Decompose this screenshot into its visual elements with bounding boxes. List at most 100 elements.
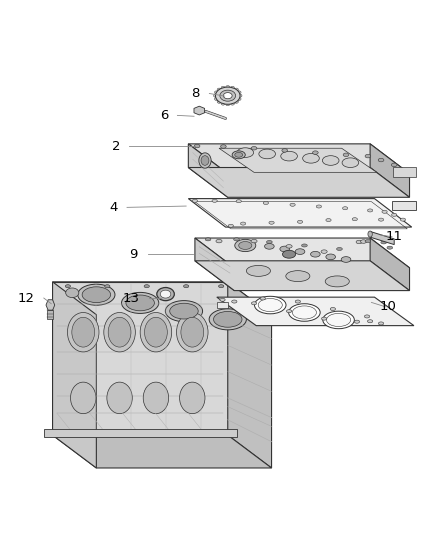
Ellipse shape [230, 86, 234, 90]
Ellipse shape [326, 219, 331, 222]
Ellipse shape [330, 308, 336, 311]
Ellipse shape [295, 300, 300, 303]
Polygon shape [392, 201, 416, 209]
Ellipse shape [226, 103, 230, 106]
Ellipse shape [237, 98, 241, 101]
Ellipse shape [205, 238, 211, 241]
Ellipse shape [292, 306, 316, 319]
Ellipse shape [181, 317, 204, 347]
Ellipse shape [326, 313, 351, 327]
Polygon shape [53, 282, 272, 314]
Polygon shape [219, 148, 377, 172]
Ellipse shape [235, 152, 243, 157]
Text: 8: 8 [191, 87, 199, 100]
Ellipse shape [220, 145, 226, 148]
Ellipse shape [356, 240, 362, 244]
Ellipse shape [230, 102, 234, 105]
Ellipse shape [263, 201, 268, 205]
Ellipse shape [216, 239, 222, 243]
Ellipse shape [217, 88, 221, 91]
Polygon shape [370, 144, 410, 197]
Ellipse shape [126, 295, 154, 311]
Text: 13: 13 [122, 292, 139, 304]
Ellipse shape [234, 238, 239, 241]
Ellipse shape [212, 199, 217, 203]
Ellipse shape [157, 287, 174, 301]
Polygon shape [194, 106, 205, 115]
Ellipse shape [105, 285, 110, 288]
Ellipse shape [82, 287, 110, 303]
Ellipse shape [265, 244, 274, 249]
Ellipse shape [237, 91, 241, 94]
Ellipse shape [259, 149, 276, 159]
Ellipse shape [254, 296, 286, 314]
Ellipse shape [215, 87, 240, 104]
Ellipse shape [382, 210, 387, 213]
Polygon shape [53, 282, 96, 468]
Ellipse shape [232, 300, 237, 303]
Ellipse shape [381, 241, 386, 244]
Ellipse shape [281, 151, 297, 161]
Text: 12: 12 [17, 292, 34, 304]
Ellipse shape [360, 240, 367, 243]
Ellipse shape [239, 241, 252, 249]
Ellipse shape [286, 271, 310, 281]
Ellipse shape [283, 251, 296, 258]
Ellipse shape [215, 91, 219, 94]
Ellipse shape [301, 244, 307, 247]
Ellipse shape [108, 317, 131, 347]
Ellipse shape [223, 93, 232, 99]
Ellipse shape [354, 320, 360, 323]
Ellipse shape [282, 149, 287, 152]
Polygon shape [188, 144, 228, 197]
Ellipse shape [352, 217, 357, 221]
Ellipse shape [367, 320, 373, 323]
Ellipse shape [392, 163, 397, 167]
Ellipse shape [251, 302, 257, 305]
Ellipse shape [326, 254, 336, 260]
Ellipse shape [144, 285, 149, 288]
Ellipse shape [392, 213, 397, 216]
Ellipse shape [286, 310, 292, 313]
Ellipse shape [165, 301, 202, 321]
Polygon shape [188, 144, 410, 174]
Polygon shape [188, 199, 412, 227]
Ellipse shape [237, 148, 254, 157]
Polygon shape [228, 282, 272, 468]
Polygon shape [370, 231, 394, 245]
Ellipse shape [368, 231, 372, 237]
Ellipse shape [180, 382, 205, 414]
Polygon shape [195, 238, 410, 268]
Ellipse shape [295, 249, 305, 254]
Ellipse shape [232, 151, 245, 159]
Text: 2: 2 [112, 140, 120, 152]
Ellipse shape [280, 246, 290, 252]
Ellipse shape [226, 86, 230, 88]
Text: 10: 10 [379, 300, 396, 313]
Text: 11: 11 [386, 230, 403, 243]
Ellipse shape [260, 297, 265, 300]
Ellipse shape [214, 94, 217, 97]
Ellipse shape [104, 312, 135, 352]
Ellipse shape [343, 207, 348, 210]
Ellipse shape [221, 102, 225, 105]
Ellipse shape [217, 100, 221, 103]
Ellipse shape [246, 265, 270, 276]
Ellipse shape [145, 317, 167, 347]
Ellipse shape [323, 311, 354, 329]
Ellipse shape [313, 151, 318, 155]
Polygon shape [188, 167, 410, 197]
Text: 4: 4 [109, 201, 117, 214]
FancyBboxPatch shape [47, 310, 53, 319]
Polygon shape [195, 238, 234, 290]
Ellipse shape [66, 288, 79, 297]
Polygon shape [46, 300, 55, 310]
Ellipse shape [220, 298, 225, 301]
Ellipse shape [228, 224, 233, 227]
Ellipse shape [221, 86, 225, 90]
Ellipse shape [219, 285, 224, 288]
Ellipse shape [341, 257, 351, 262]
Ellipse shape [170, 303, 198, 319]
Ellipse shape [234, 100, 238, 103]
Ellipse shape [220, 90, 236, 101]
